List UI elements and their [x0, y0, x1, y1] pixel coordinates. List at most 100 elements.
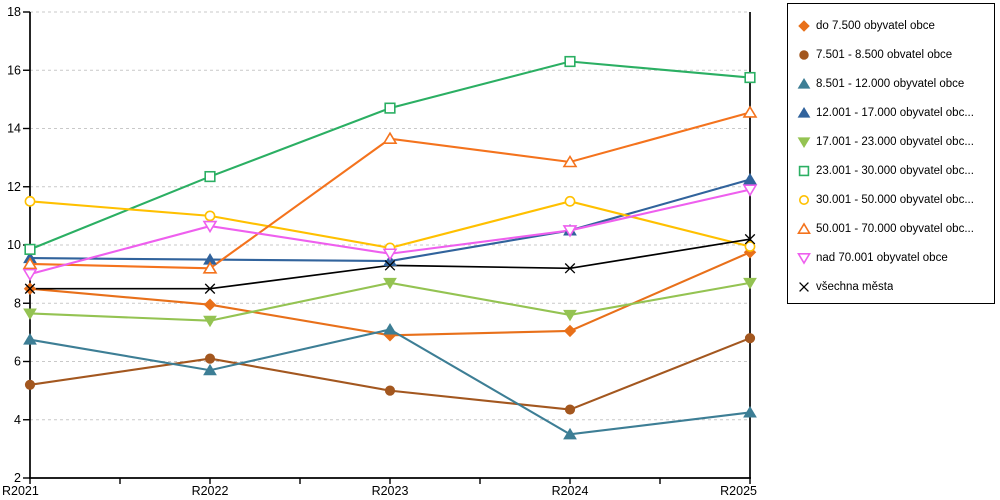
circle-marker-icon: [744, 333, 756, 344]
legend-item-label: 30.001 - 50.000 obyvatel obc...: [816, 193, 974, 206]
legend-circle-icon: [798, 194, 810, 205]
legend-square-icon: [798, 165, 810, 176]
triangle-down-marker-icon: [797, 252, 811, 265]
legend-triangle-up-icon: [797, 77, 811, 89]
legend-triangle-up-icon: [797, 221, 811, 234]
y-tick-label: 18: [7, 5, 21, 19]
legend-triangle-up-icon: [797, 106, 811, 118]
legend-item-label: 7.501 - 8.500 obvatel obce: [816, 48, 953, 61]
legend-item-label: 12.001 - 17.000 obyvatel obc...: [816, 106, 974, 119]
diamond-marker-icon: [798, 19, 810, 32]
circle-marker-icon: [204, 353, 216, 364]
legend-item-label: 50.001 - 70.000 obyvatel obc...: [816, 222, 974, 235]
series-line: [29, 60, 751, 251]
triangle-down-marker-icon: [382, 248, 398, 261]
square-marker-icon: [384, 102, 396, 114]
triangle-up-marker-icon: [202, 261, 218, 274]
legend-triangle-down-icon: [797, 252, 811, 265]
square-marker-icon: [744, 71, 756, 84]
series-line: [29, 337, 751, 411]
legend-circle-icon: [799, 49, 809, 60]
triangle-down-marker-icon: [383, 277, 397, 290]
triangle-up-marker-icon: [743, 405, 757, 418]
x-marker-icon: [384, 260, 396, 271]
y-tick-label: 4: [14, 413, 21, 427]
triangle-down-marker-icon: [22, 268, 38, 282]
legend-item: 12.001 - 17.000 obyvatel obc...: [788, 98, 994, 127]
x-marker-icon: [744, 233, 756, 245]
triangle-up-marker-icon: [203, 363, 217, 376]
legend-item: 23.001 - 30.000 obyvatel obc...: [788, 156, 994, 185]
diamond-marker-icon: [203, 298, 217, 311]
triangle-up-marker-icon: [23, 333, 37, 345]
x-tick-label: R2023: [372, 484, 409, 498]
legend-item-label: 17.001 - 23.000 obyvatel obc...: [816, 135, 974, 148]
x-tick-label: R2024: [552, 484, 589, 498]
square-marker-icon: [798, 165, 810, 176]
legend-item: 50.001 - 70.000 obyvatel obc...: [788, 214, 994, 243]
circle-marker-icon: [799, 49, 809, 60]
triangle-up-marker-icon: [743, 172, 757, 185]
triangle-down-marker-icon: [23, 308, 37, 320]
circle-marker-icon: [24, 379, 36, 390]
square-marker-icon: [24, 243, 36, 255]
x-marker-icon: [24, 283, 36, 294]
legend-item: 7.501 - 8.500 obvatel obce: [788, 40, 994, 69]
chart-legend: do 7.500 obyvatel obce 7.501 - 8.500 obv…: [787, 3, 995, 304]
legend-item-label: 23.001 - 30.000 obyvatel obc...: [816, 164, 974, 177]
legend-triangle-down-icon: [797, 136, 811, 148]
triangle-down-marker-icon: [563, 309, 577, 322]
triangle-up-marker-icon: [382, 131, 398, 144]
y-tick-label: 6: [14, 355, 21, 369]
triangle-down-marker-icon: [797, 136, 811, 148]
y-tick-label: 12: [7, 180, 21, 194]
x-marker-icon: [204, 283, 216, 294]
triangle-down-marker-icon: [742, 184, 758, 197]
x-tick-label: R2022: [192, 484, 229, 498]
triangle-down-marker-icon: [743, 277, 757, 290]
y-tick-label: 10: [7, 238, 21, 252]
y-tick-label: 14: [7, 122, 21, 136]
circle-marker-icon: [564, 404, 576, 415]
legend-item: 30.001 - 50.000 obyvatel obc...: [788, 185, 994, 214]
legend-item: nad 70.001 obyvatel obce: [788, 243, 994, 272]
legend-item: do 7.500 obyvatel obce: [788, 11, 994, 40]
circle-marker-icon: [204, 210, 216, 222]
x-tick-label: R2021: [2, 484, 39, 498]
square-marker-icon: [204, 170, 216, 183]
legend-diamond-icon: [798, 19, 810, 32]
legend-x-icon: [799, 281, 809, 292]
triangle-up-marker-icon: [563, 427, 577, 440]
diamond-marker-icon: [563, 324, 577, 338]
legend-item-label: nad 70.001 obyvatel obce: [816, 251, 948, 264]
legend-item-label: do 7.500 obyvatel obce: [816, 19, 935, 32]
legend-item: všechna města: [788, 272, 994, 301]
legend-item: 8.501 - 12.000 obyvatel obce: [788, 69, 994, 98]
triangle-up-marker-icon: [562, 154, 578, 168]
circle-marker-icon: [564, 195, 576, 207]
circle-marker-icon: [384, 385, 396, 396]
triangle-down-marker-icon: [562, 225, 578, 238]
triangle-down-marker-icon: [202, 220, 218, 234]
triangle-up-marker-icon: [797, 221, 811, 234]
triangle-down-marker-icon: [203, 315, 217, 328]
triangle-up-marker-icon: [383, 322, 397, 335]
triangle-up-marker-icon: [22, 256, 38, 270]
triangle-up-marker-icon: [797, 106, 811, 118]
x-tick-label: R2025: [720, 484, 757, 498]
series-line: [29, 200, 751, 249]
circle-marker-icon: [744, 241, 756, 252]
y-tick-label: 16: [7, 63, 21, 77]
circle-marker-icon: [24, 195, 36, 207]
circle-marker-icon: [798, 194, 810, 205]
triangle-up-marker-icon: [797, 77, 811, 89]
legend-item-label: všechna města: [816, 280, 894, 293]
x-marker-icon: [799, 281, 809, 292]
square-marker-icon: [564, 55, 576, 68]
y-tick-label: 8: [14, 296, 21, 310]
y-tick-label: 2: [14, 471, 21, 485]
x-marker-icon: [564, 263, 576, 274]
legend-item-label: 8.501 - 12.000 obyvatel obce: [816, 77, 965, 90]
